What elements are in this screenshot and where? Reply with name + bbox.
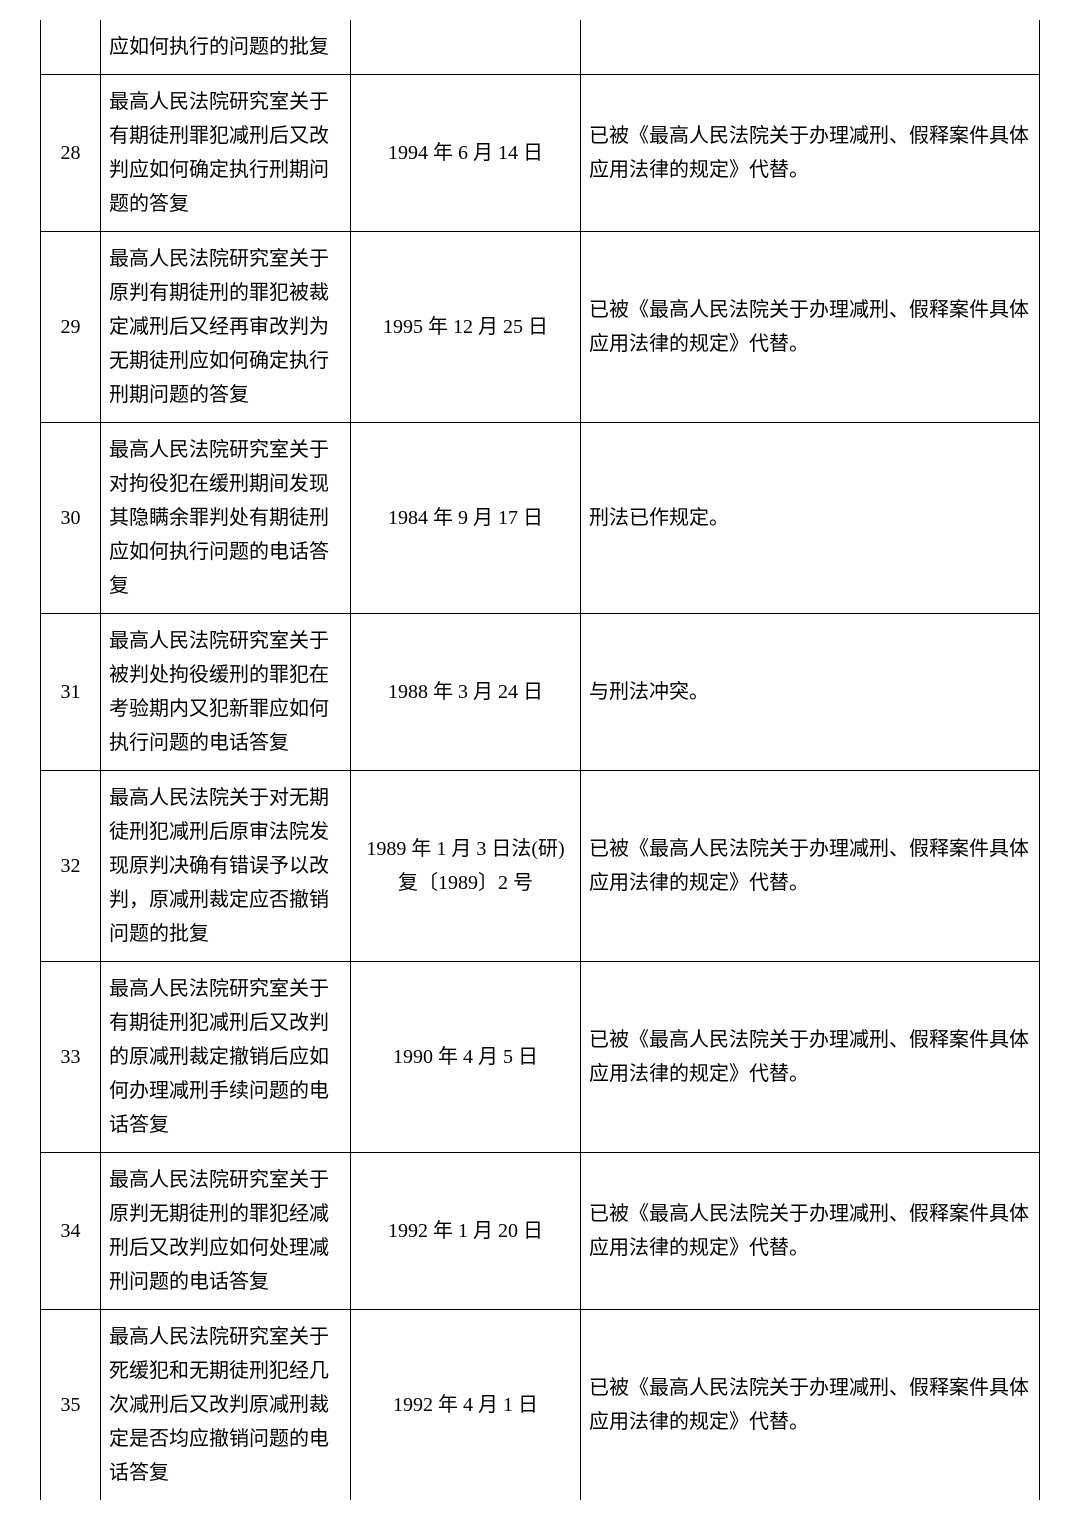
table-row: 应如何执行的问题的批复 <box>41 20 1040 75</box>
row-number: 28 <box>41 75 101 232</box>
document-note: 已被《最高人民法院关于办理减刑、假释案件具体应用法律的规定》代替。 <box>581 75 1040 232</box>
document-note: 刑法已作规定。 <box>581 423 1040 614</box>
document-note <box>581 20 1040 75</box>
document-note: 已被《最高人民法院关于办理减刑、假释案件具体应用法律的规定》代替。 <box>581 1153 1040 1310</box>
row-number: 34 <box>41 1153 101 1310</box>
document-title: 应如何执行的问题的批复 <box>101 20 351 75</box>
document-title: 最高人民法院研究室关于有期徒刑犯减刑后又改判的原减刑裁定撤销后应如何办理减刑手续… <box>101 962 351 1153</box>
document-title: 最高人民法院研究室关于有期徒刑罪犯减刑后又改判应如何确定执行刑期问题的答复 <box>101 75 351 232</box>
table-row: 30 最高人民法院研究室关于对拘役犯在缓刑期间发现其隐瞒余罪判处有期徒刑应如何执… <box>41 423 1040 614</box>
row-number: 33 <box>41 962 101 1153</box>
document-title: 最高人民法院关于对无期徒刑犯减刑后原审法院发现原判决确有错误予以改判，原减刑裁定… <box>101 771 351 962</box>
document-date: 1989 年 1 月 3 日法(研)复〔1989〕2 号 <box>351 771 581 962</box>
document-note: 已被《最高人民法院关于办理减刑、假释案件具体应用法律的规定》代替。 <box>581 962 1040 1153</box>
table-row: 35 最高人民法院研究室关于死缓犯和无期徒刑犯经几次减刑后又改判原减刑裁定是否均… <box>41 1310 1040 1501</box>
document-date: 1994 年 6 月 14 日 <box>351 75 581 232</box>
document-note: 已被《最高人民法院关于办理减刑、假释案件具体应用法律的规定》代替。 <box>581 771 1040 962</box>
document-title: 最高人民法院研究室关于被判处拘役缓刑的罪犯在考验期内又犯新罪应如何执行问题的电话… <box>101 614 351 771</box>
table-row: 31 最高人民法院研究室关于被判处拘役缓刑的罪犯在考验期内又犯新罪应如何执行问题… <box>41 614 1040 771</box>
row-number: 31 <box>41 614 101 771</box>
document-date: 1990 年 4 月 5 日 <box>351 962 581 1153</box>
table-row: 34 最高人民法院研究室关于原判无期徒刑的罪犯经减刑后又改判应如何处理减刑问题的… <box>41 1153 1040 1310</box>
document-date <box>351 20 581 75</box>
document-title: 最高人民法院研究室关于死缓犯和无期徒刑犯经几次减刑后又改判原减刑裁定是否均应撤销… <box>101 1310 351 1501</box>
row-number <box>41 20 101 75</box>
table-row: 33 最高人民法院研究室关于有期徒刑犯减刑后又改判的原减刑裁定撤销后应如何办理减… <box>41 962 1040 1153</box>
row-number: 32 <box>41 771 101 962</box>
row-number: 35 <box>41 1310 101 1501</box>
document-title: 最高人民法院研究室关于对拘役犯在缓刑期间发现其隐瞒余罪判处有期徒刑应如何执行问题… <box>101 423 351 614</box>
document-note: 与刑法冲突。 <box>581 614 1040 771</box>
document-date: 1995 年 12 月 25 日 <box>351 232 581 423</box>
document-title: 最高人民法院研究室关于原判无期徒刑的罪犯经减刑后又改判应如何处理减刑问题的电话答… <box>101 1153 351 1310</box>
document-note: 已被《最高人民法院关于办理减刑、假释案件具体应用法律的规定》代替。 <box>581 1310 1040 1501</box>
document-date: 1992 年 4 月 1 日 <box>351 1310 581 1501</box>
table-row: 28 最高人民法院研究室关于有期徒刑罪犯减刑后又改判应如何确定执行刑期问题的答复… <box>41 75 1040 232</box>
document-note: 已被《最高人民法院关于办理减刑、假释案件具体应用法律的规定》代替。 <box>581 232 1040 423</box>
row-number: 29 <box>41 232 101 423</box>
document-date: 1988 年 3 月 24 日 <box>351 614 581 771</box>
row-number: 30 <box>41 423 101 614</box>
document-date: 1984 年 9 月 17 日 <box>351 423 581 614</box>
table-row: 32 最高人民法院关于对无期徒刑犯减刑后原审法院发现原判决确有错误予以改判，原减… <box>41 771 1040 962</box>
table-row: 29 最高人民法院研究室关于原判有期徒刑的罪犯被裁定减刑后又经再审改判为无期徒刑… <box>41 232 1040 423</box>
document-title: 最高人民法院研究室关于原判有期徒刑的罪犯被裁定减刑后又经再审改判为无期徒刑应如何… <box>101 232 351 423</box>
document-date: 1992 年 1 月 20 日 <box>351 1153 581 1310</box>
legal-documents-table: 应如何执行的问题的批复 28 最高人民法院研究室关于有期徒刑罪犯减刑后又改判应如… <box>40 20 1040 1500</box>
